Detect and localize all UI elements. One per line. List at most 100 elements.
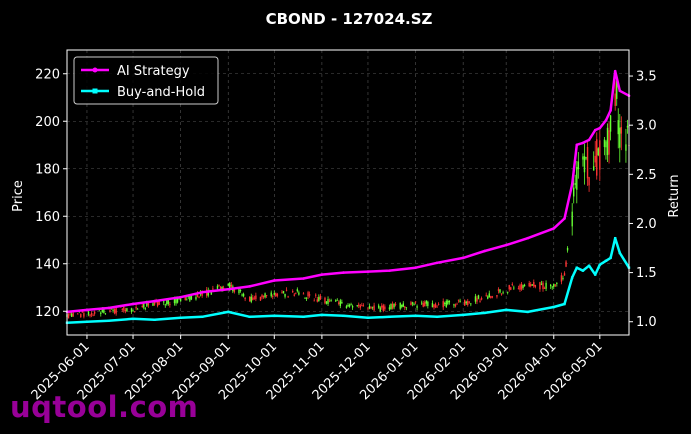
- candle-body-down: [511, 284, 514, 285]
- candle-body-up: [210, 292, 213, 295]
- y-tick-label-left: 140: [35, 257, 60, 272]
- candle-body-up: [335, 300, 337, 302]
- candle-body-down: [414, 301, 417, 303]
- candle-body-down: [261, 295, 263, 298]
- candle-body-up: [444, 303, 446, 304]
- candle-body-up: [173, 298, 176, 304]
- point-buy-and-hold: [153, 318, 156, 321]
- y-tick-label-left: 120: [35, 305, 60, 320]
- candle-body-up: [445, 301, 447, 307]
- candle-body-down: [259, 296, 262, 301]
- candle-body-up: [399, 302, 401, 309]
- candle-body-down: [69, 312, 71, 314]
- point-buy-and-hold: [587, 264, 591, 267]
- candle-body-down: [517, 288, 520, 290]
- candle-body-up: [87, 311, 90, 315]
- point-ai-strategy: [581, 141, 585, 145]
- candle-body-up: [356, 305, 358, 306]
- candle-body-down: [275, 292, 277, 297]
- legend-label-buy-and-hold: Buy-and-Hold: [117, 85, 205, 100]
- candle-body-down: [89, 314, 91, 316]
- candle-body-down: [121, 309, 123, 310]
- candle-body-down: [315, 294, 317, 296]
- point-buy-and-hold: [609, 256, 612, 260]
- candle-body-down: [528, 283, 530, 287]
- point-buy-and-hold: [604, 259, 608, 263]
- y-tick-label-right: 1.0: [636, 315, 657, 330]
- candle-body-down: [554, 284, 556, 286]
- candle-body-up: [368, 305, 371, 309]
- candle-body-up: [556, 282, 558, 284]
- candle-body-down: [533, 282, 535, 287]
- point-ai-strategy: [366, 270, 370, 273]
- candle-body-up: [465, 301, 467, 304]
- candle-body-down: [255, 295, 257, 300]
- candle-body-down: [454, 304, 457, 307]
- point-buy-and-hold: [179, 316, 182, 320]
- candle-body-down: [543, 288, 546, 289]
- candle-body-down: [433, 304, 435, 308]
- candle-body-down: [596, 139, 598, 176]
- point-ai-strategy: [248, 285, 252, 288]
- point-ai-strategy: [604, 118, 608, 122]
- point-ai-strategy: [609, 109, 612, 112]
- point-buy-and-hold: [552, 305, 555, 309]
- candle-body-down: [534, 284, 537, 287]
- candle-body-up: [582, 156, 584, 160]
- candle-body-down: [123, 306, 125, 311]
- candle-body-up: [330, 300, 332, 301]
- candle-body-up: [625, 144, 627, 151]
- candle-body-down: [519, 285, 521, 290]
- candle-body-up: [112, 310, 114, 311]
- point-ai-strategy: [388, 269, 391, 272]
- point-buy-and-hold: [594, 273, 597, 276]
- candle-body-down: [135, 306, 137, 309]
- candle-body-up: [296, 289, 299, 292]
- candle-body-down: [302, 293, 305, 295]
- candle-body-down: [293, 294, 295, 296]
- point-ai-strategy: [435, 261, 439, 265]
- candle-body-up: [250, 296, 252, 302]
- candle-body-up: [221, 286, 223, 290]
- candle-body-up: [617, 120, 619, 135]
- candle-body-down: [442, 301, 444, 308]
- candle-body-up: [425, 300, 428, 304]
- candle-body-down: [233, 289, 236, 292]
- point-buy-and-hold: [200, 315, 204, 319]
- candle-body-down: [230, 284, 233, 287]
- candle-body-up: [304, 297, 306, 299]
- candle-body-up: [388, 307, 391, 310]
- candle-body-up: [609, 115, 612, 132]
- candle-body-up: [273, 293, 275, 295]
- point-ai-strategy: [526, 236, 529, 240]
- candle-body-down: [262, 295, 265, 298]
- point-ai-strategy: [598, 126, 602, 130]
- candle-body-down: [81, 310, 84, 313]
- candle-body-down: [252, 297, 254, 301]
- point-ai-strategy: [153, 299, 156, 303]
- point-buy-and-hold: [342, 314, 345, 318]
- point-buy-and-hold: [575, 266, 578, 269]
- candle-body-down: [539, 282, 541, 290]
- candle-body-down: [328, 300, 331, 302]
- candle-body-down: [90, 313, 93, 315]
- candle-body-up: [506, 291, 509, 293]
- candle-body-up: [477, 295, 480, 299]
- candle-body-up: [282, 291, 285, 294]
- candle-body-up: [264, 293, 266, 298]
- candle-body-up: [459, 300, 461, 303]
- candle-body-down: [285, 289, 288, 291]
- candle-body-up: [379, 307, 381, 312]
- candle-body-down: [196, 292, 199, 297]
- candle-body-down: [67, 313, 70, 319]
- candle-body-down: [307, 292, 309, 297]
- candle-body-up: [146, 302, 148, 307]
- point-buy-and-hold: [131, 317, 135, 320]
- candle-body-up: [144, 308, 147, 310]
- point-ai-strategy: [320, 273, 324, 276]
- candle-body-down: [316, 299, 318, 302]
- candle-body-down: [184, 295, 186, 301]
- candle-body-up: [616, 81, 618, 99]
- point-buy-and-hold: [435, 315, 439, 319]
